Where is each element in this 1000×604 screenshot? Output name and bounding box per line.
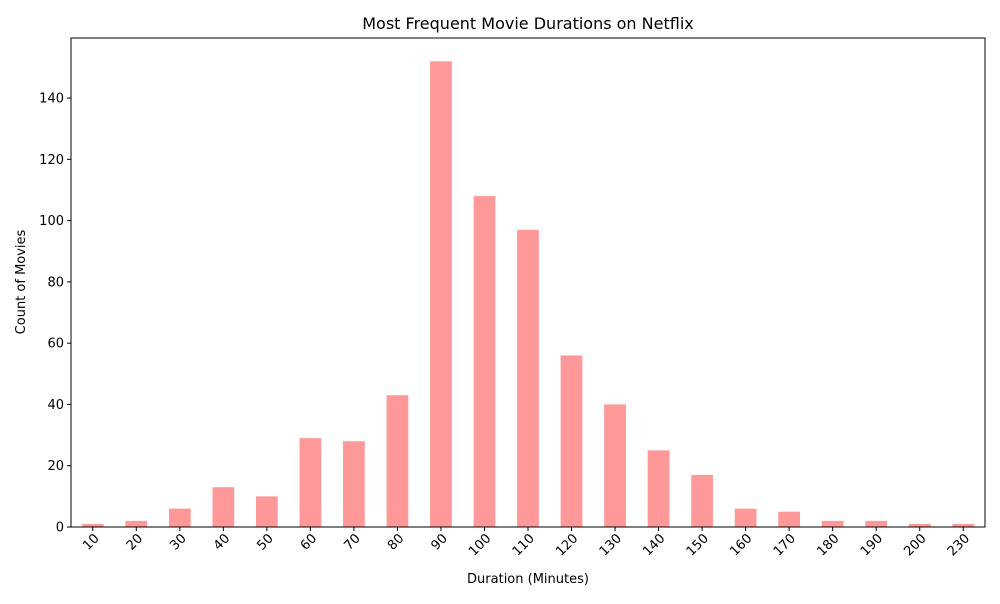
y-tick-label: 40 — [47, 398, 64, 413]
x-tick-label: 150 — [684, 531, 712, 559]
x-tick-label: 180 — [814, 531, 842, 559]
chart-title: Most Frequent Movie Durations on Netflix — [362, 14, 693, 33]
x-tick-label: 190 — [858, 531, 886, 559]
bar-70 — [343, 441, 365, 527]
x-tick-label: 200 — [901, 531, 929, 559]
bar-150 — [691, 474, 713, 527]
x-tick-label: 230 — [945, 531, 973, 559]
bar-90 — [430, 61, 452, 528]
x-tick-label: 160 — [727, 531, 755, 559]
bar-40 — [212, 487, 235, 527]
x-tick-label: 130 — [597, 531, 625, 559]
bar-20 — [125, 520, 148, 527]
bar-10 — [81, 523, 104, 527]
bar-200 — [908, 523, 931, 527]
x-tick-label: 50 — [254, 531, 276, 553]
y-tick-label: 20 — [47, 459, 64, 474]
y-tick-label: 60 — [47, 337, 64, 352]
y-tick-label: 120 — [39, 153, 64, 168]
y-tick-label: 0 — [56, 521, 64, 536]
y-axis-label: Count of Movies — [14, 229, 29, 334]
y-tick-label: 80 — [47, 275, 64, 290]
x-axis-ticks: 10 20 30 40 50 60 70 80 90 100 110 120 130 140 150 160 1… — [80, 527, 973, 559]
x-tick-label: 90 — [428, 531, 450, 553]
bar-60 — [299, 438, 322, 527]
bar-80 — [386, 395, 409, 527]
bar-170 — [778, 511, 801, 527]
x-tick-label: 80 — [385, 531, 407, 553]
x-tick-label: 10 — [80, 531, 102, 553]
bar-100 — [473, 196, 496, 527]
plot-frame — [70, 37, 986, 528]
y-tick-label: 140 — [39, 92, 64, 107]
x-tick-label: 110 — [510, 531, 538, 559]
x-tick-label: 140 — [640, 531, 668, 559]
x-tick-label: 40 — [211, 531, 233, 553]
x-tick-label: 60 — [298, 531, 320, 553]
bars-group — [81, 61, 975, 528]
bar-110 — [517, 229, 539, 527]
bar-190 — [865, 520, 888, 527]
bar-160 — [734, 508, 757, 527]
x-tick-label: 70 — [341, 531, 363, 553]
x-tick-label: 100 — [466, 531, 494, 559]
bar-230 — [952, 523, 975, 527]
bar-130 — [604, 404, 626, 527]
y-tick-label: 100 — [39, 214, 64, 229]
y-axis-ticks: 0 20 40 60 80 100 120 140 — [39, 92, 71, 536]
x-tick-label: 30 — [167, 531, 189, 553]
bar-120 — [560, 355, 583, 527]
x-tick-label: 170 — [771, 531, 799, 559]
x-tick-label: 20 — [124, 531, 146, 553]
bar-140 — [647, 450, 670, 527]
x-tick-label: 120 — [553, 531, 581, 559]
bar-30 — [168, 508, 191, 527]
bar-180 — [821, 520, 844, 527]
x-axis-label: Duration (Minutes) — [467, 572, 589, 587]
bar-50 — [255, 496, 278, 527]
